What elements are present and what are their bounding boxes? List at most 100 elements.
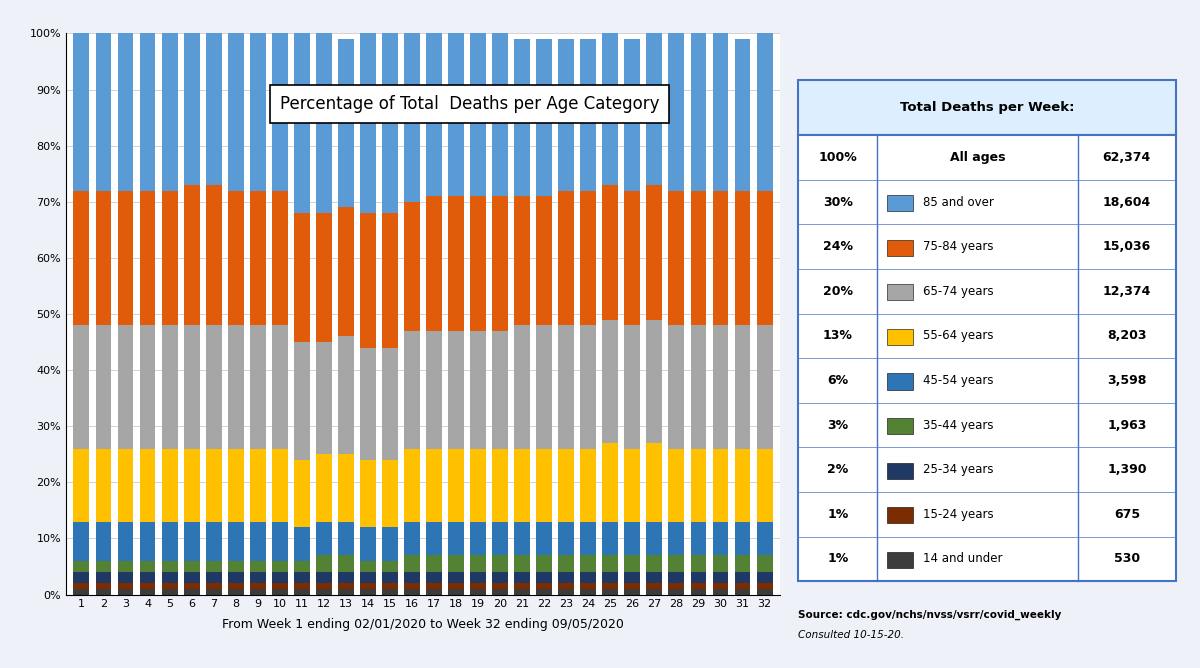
Bar <box>581 522 596 555</box>
Bar <box>360 583 376 589</box>
Bar <box>118 325 133 449</box>
Bar <box>184 522 199 561</box>
Bar <box>492 522 508 555</box>
Text: 530: 530 <box>1114 552 1140 565</box>
Bar <box>338 454 354 522</box>
Bar <box>294 460 310 527</box>
Bar <box>536 522 552 555</box>
Bar <box>426 583 442 589</box>
Bar <box>250 449 265 522</box>
Bar <box>470 583 486 589</box>
Bar <box>492 196 508 331</box>
Bar <box>515 583 530 589</box>
Bar <box>647 522 662 555</box>
Bar <box>624 522 641 555</box>
Text: 1,390: 1,390 <box>1108 463 1147 476</box>
Bar <box>294 589 310 595</box>
Bar <box>690 522 707 555</box>
Bar <box>887 463 913 479</box>
Bar <box>338 39 354 207</box>
Text: 100%: 100% <box>818 151 857 164</box>
Bar <box>338 572 354 583</box>
Bar <box>668 583 684 589</box>
Bar <box>492 33 508 196</box>
Bar <box>515 39 530 196</box>
Bar <box>624 325 641 449</box>
Bar <box>647 583 662 589</box>
Text: 55-64 years: 55-64 years <box>923 329 994 343</box>
Bar <box>624 589 641 595</box>
Bar <box>515 325 530 449</box>
Bar <box>448 589 464 595</box>
Bar <box>581 583 596 589</box>
Bar <box>360 33 376 213</box>
Bar <box>470 572 486 583</box>
Bar <box>492 555 508 572</box>
Bar <box>139 449 156 522</box>
Bar <box>162 449 178 522</box>
Bar <box>734 325 750 449</box>
Bar <box>558 522 574 555</box>
Text: 1,963: 1,963 <box>1108 419 1146 432</box>
Bar <box>360 527 376 561</box>
Bar <box>602 555 618 572</box>
Bar <box>713 325 728 449</box>
Bar <box>404 28 420 202</box>
Bar <box>294 213 310 342</box>
Bar <box>294 561 310 572</box>
Bar <box>602 583 618 589</box>
Bar <box>316 555 331 572</box>
Bar <box>624 449 641 522</box>
Bar <box>602 319 618 443</box>
Bar <box>96 33 112 190</box>
Bar <box>668 449 684 522</box>
Bar <box>382 460 398 527</box>
Bar <box>536 325 552 449</box>
Bar <box>536 572 552 583</box>
Bar <box>272 572 288 583</box>
Bar <box>338 589 354 595</box>
Bar <box>690 190 707 325</box>
Bar <box>734 572 750 583</box>
Bar <box>668 190 684 325</box>
Bar <box>404 331 420 449</box>
Text: 12,374: 12,374 <box>1103 285 1151 298</box>
Bar <box>73 561 89 572</box>
Bar <box>205 325 222 449</box>
Bar <box>404 583 420 589</box>
Text: 13%: 13% <box>823 329 853 343</box>
Bar <box>757 325 773 449</box>
Bar <box>404 572 420 583</box>
Bar <box>184 185 199 325</box>
Bar <box>360 347 376 460</box>
Bar <box>581 589 596 595</box>
Bar <box>690 589 707 595</box>
Bar <box>492 572 508 583</box>
Bar <box>96 583 112 589</box>
Bar <box>338 522 354 555</box>
Bar <box>558 589 574 595</box>
Bar <box>205 28 222 185</box>
Bar <box>162 561 178 572</box>
Bar <box>448 522 464 555</box>
Bar <box>382 347 398 460</box>
Bar <box>426 522 442 555</box>
Bar <box>294 583 310 589</box>
Bar <box>404 522 420 555</box>
Bar <box>713 572 728 583</box>
Bar <box>470 33 486 196</box>
Bar <box>647 589 662 595</box>
Bar <box>887 418 913 434</box>
Bar <box>162 589 178 595</box>
Bar <box>426 449 442 522</box>
Bar <box>73 589 89 595</box>
Bar <box>404 555 420 572</box>
Bar <box>690 33 707 190</box>
Bar <box>250 583 265 589</box>
Bar <box>757 449 773 522</box>
Bar <box>272 449 288 522</box>
Bar <box>228 28 244 190</box>
Bar <box>426 572 442 583</box>
Bar <box>316 589 331 595</box>
Text: 24%: 24% <box>823 240 853 253</box>
